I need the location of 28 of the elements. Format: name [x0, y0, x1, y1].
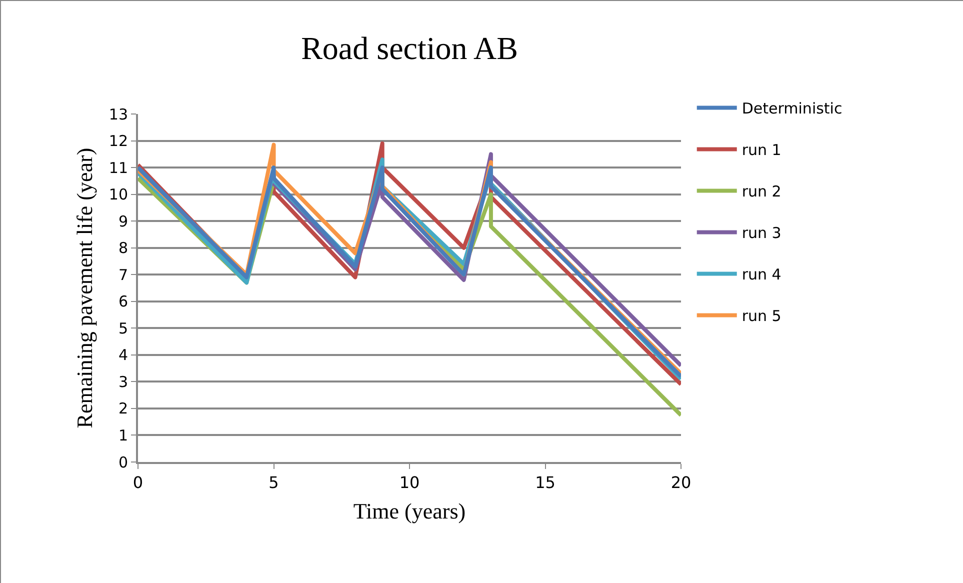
y-tick-label: 10: [108, 186, 128, 204]
y-tick-label: 5: [118, 319, 128, 338]
y-tick-label: 12: [108, 132, 128, 150]
y-tick-label: 2: [118, 400, 128, 418]
y-tick-label: 9: [118, 212, 128, 230]
x-tick-label: 10: [399, 473, 420, 492]
x-tick-label: 0: [132, 473, 144, 492]
y-tick-label: 6: [118, 292, 128, 311]
chart-title: Road section AB: [301, 30, 518, 66]
legend-label: Deterministic: [742, 100, 842, 118]
legend-label: run 5: [742, 307, 782, 326]
y-tick-label: 7: [118, 266, 128, 284]
legend-label: run 3: [742, 224, 782, 242]
y-axis-title: Remaining pavement life (year): [72, 148, 98, 428]
y-tick-label: 1: [118, 426, 128, 444]
legend-label: run 4: [742, 266, 782, 284]
x-axis-title: Time (years): [353, 498, 466, 524]
y-tick-label: 11: [108, 158, 128, 177]
x-tick-label: 20: [670, 473, 692, 492]
x-tick-label: 5: [268, 473, 279, 492]
y-tick-label: 8: [118, 239, 128, 258]
y-tick-label: 13: [108, 105, 128, 124]
y-tick-label: 4: [118, 346, 128, 364]
legend-label: run 1: [742, 141, 782, 160]
y-tick-label: 3: [118, 372, 128, 391]
x-tick-label: 15: [535, 473, 556, 492]
y-tick-label: 0: [118, 453, 128, 472]
legend-label: run 2: [742, 182, 782, 201]
